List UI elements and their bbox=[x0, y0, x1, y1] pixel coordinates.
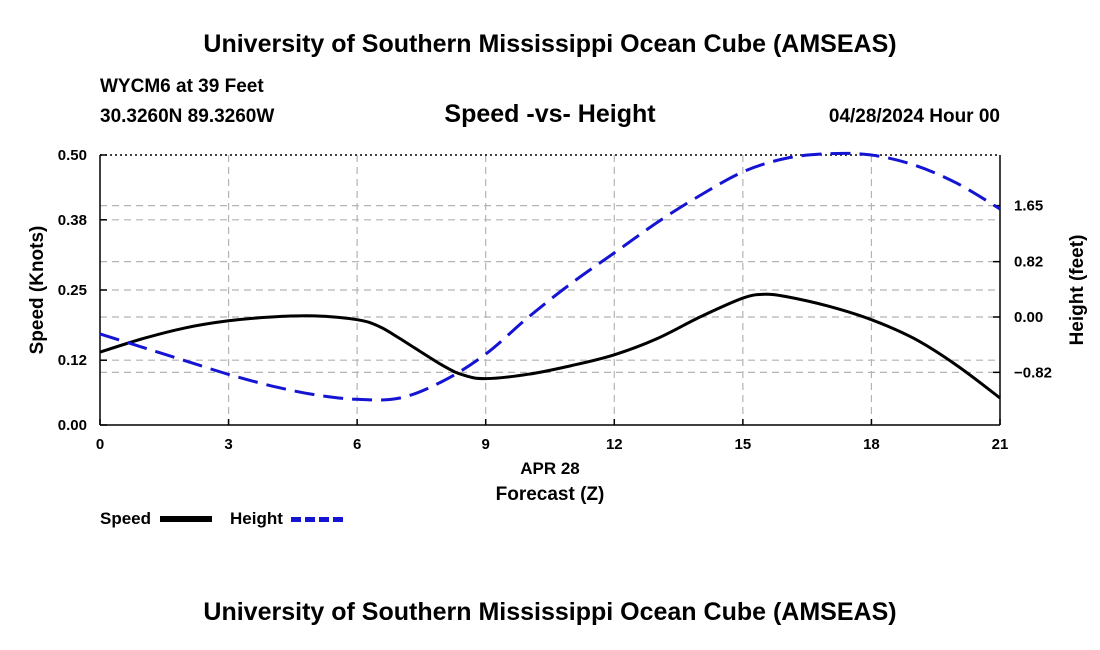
y-left-tick-label: 0.00 bbox=[58, 417, 87, 434]
y-left-tick-label: 0.25 bbox=[58, 282, 87, 299]
x-tick-label: 21 bbox=[992, 436, 1009, 453]
y-right-tick-label: 1.65 bbox=[1014, 198, 1043, 215]
legend-speed-label: Speed bbox=[100, 509, 152, 528]
station-label: WYCM6 at 39 Feet bbox=[100, 76, 264, 97]
chart-subtitle: Speed -vs- Height bbox=[444, 100, 656, 128]
x-tick-label: 12 bbox=[606, 436, 623, 453]
y-right-tick-label: 0.82 bbox=[1014, 254, 1043, 271]
x-tick-label: 0 bbox=[96, 436, 104, 453]
y-axis-left-label: Speed (Knots) bbox=[27, 226, 48, 355]
y-left-tick-label: 0.12 bbox=[58, 352, 87, 369]
y-left-tick-label: 0.50 bbox=[58, 147, 87, 164]
speed-series-line bbox=[99, 292, 1001, 400]
footer-title: University of Southern Mississippi Ocean… bbox=[203, 598, 897, 626]
legend-height-label: Height bbox=[230, 509, 283, 528]
legend-height-swatch bbox=[291, 517, 343, 522]
x-tick-label: 15 bbox=[735, 436, 752, 453]
legend-speed-swatch bbox=[160, 516, 212, 522]
chart-title: University of Southern Mississippi Ocean… bbox=[203, 30, 897, 58]
y-right-tick-label: −0.82 bbox=[1014, 364, 1052, 381]
forecast-datetime: 04/28/2024 Hour 00 bbox=[828, 106, 1000, 127]
x-axis-label: Forecast (Z) bbox=[496, 484, 605, 505]
y-right-tick-label: 0.00 bbox=[1014, 309, 1043, 326]
x-tick-label: 3 bbox=[224, 436, 232, 453]
x-tick-label: 9 bbox=[482, 436, 490, 453]
x-axis-date-label: APR 28 bbox=[520, 459, 580, 478]
height-series-line bbox=[99, 151, 1001, 402]
x-tick-label: 18 bbox=[863, 436, 880, 453]
y-axis-right-label: Height (feet) bbox=[1067, 235, 1088, 346]
x-tick-label: 6 bbox=[353, 436, 361, 453]
station-coordinates: 30.3260N 89.3260W bbox=[100, 106, 275, 127]
y-left-tick-label: 0.38 bbox=[58, 212, 87, 229]
